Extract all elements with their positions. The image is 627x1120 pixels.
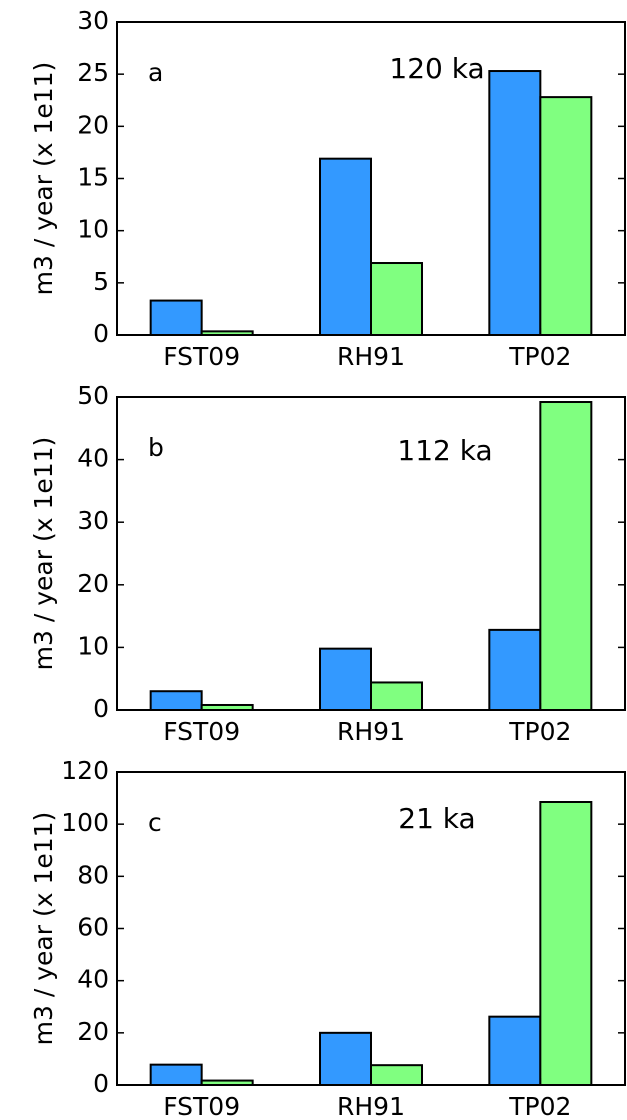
x-tick-label: TP02 xyxy=(508,1092,571,1120)
x-tick-label: FST09 xyxy=(163,342,240,371)
y-axis-label: m3 / year (x 1e11) xyxy=(29,812,58,1046)
y-tick-label: 40 xyxy=(77,444,109,473)
bar xyxy=(149,1063,203,1087)
y-tick-label: 100 xyxy=(61,808,109,837)
x-tick-label: FST09 xyxy=(163,717,240,746)
annotation: 112 ka xyxy=(397,434,492,467)
y-tick-label: 20 xyxy=(77,1017,109,1046)
y-axis-label: m3 / year (x 1e11) xyxy=(29,437,58,671)
panel-label: b xyxy=(148,433,164,462)
y-tick-label: 0 xyxy=(93,694,109,723)
y-tick-label: 30 xyxy=(77,506,109,535)
y-axis-label: m3 / year (x 1e11) xyxy=(29,62,58,296)
x-tick-label: RH91 xyxy=(337,1092,405,1120)
bar xyxy=(319,1031,372,1087)
y-tick-label: 10 xyxy=(77,215,109,244)
bar xyxy=(488,1015,542,1087)
y-tick-label: 0 xyxy=(93,1069,109,1098)
annotation: 21 ka xyxy=(398,802,475,835)
bar xyxy=(488,70,542,337)
y-tick-label: 20 xyxy=(77,569,109,598)
x-tick-label: RH91 xyxy=(337,717,405,746)
x-tick-label: TP02 xyxy=(508,717,571,746)
y-tick-label: 40 xyxy=(77,965,109,994)
y-tick-label: 5 xyxy=(93,267,109,296)
y-tick-label: 80 xyxy=(77,860,109,889)
bar xyxy=(539,96,593,337)
plot-frame xyxy=(116,21,626,336)
y-tick-label: 25 xyxy=(77,58,109,87)
bar xyxy=(319,647,372,711)
x-tick-label: RH91 xyxy=(337,342,405,371)
panel-label: c xyxy=(148,808,162,837)
plot-frame xyxy=(116,396,626,711)
bar xyxy=(488,628,542,712)
bar xyxy=(370,681,423,711)
y-tick-label: 30 xyxy=(77,6,109,35)
bar xyxy=(539,401,593,711)
panel-label: a xyxy=(148,58,163,87)
bar xyxy=(370,262,423,337)
y-tick-label: 120 xyxy=(61,756,109,785)
bar xyxy=(370,1064,423,1086)
annotation: 120 ka xyxy=(389,52,484,85)
y-tick-label: 60 xyxy=(77,913,109,942)
bar xyxy=(539,800,593,1087)
y-tick-label: 50 xyxy=(77,381,109,410)
y-tick-label: 20 xyxy=(77,110,109,139)
x-tick-label: TP02 xyxy=(508,342,571,371)
bar xyxy=(319,157,372,336)
plot-frame xyxy=(116,771,626,1086)
y-tick-label: 15 xyxy=(77,163,109,192)
y-tick-label: 0 xyxy=(93,319,109,348)
x-tick-label: FST09 xyxy=(163,1092,240,1120)
bar xyxy=(149,690,203,711)
bar xyxy=(149,299,203,337)
y-tick-label: 10 xyxy=(77,631,109,660)
